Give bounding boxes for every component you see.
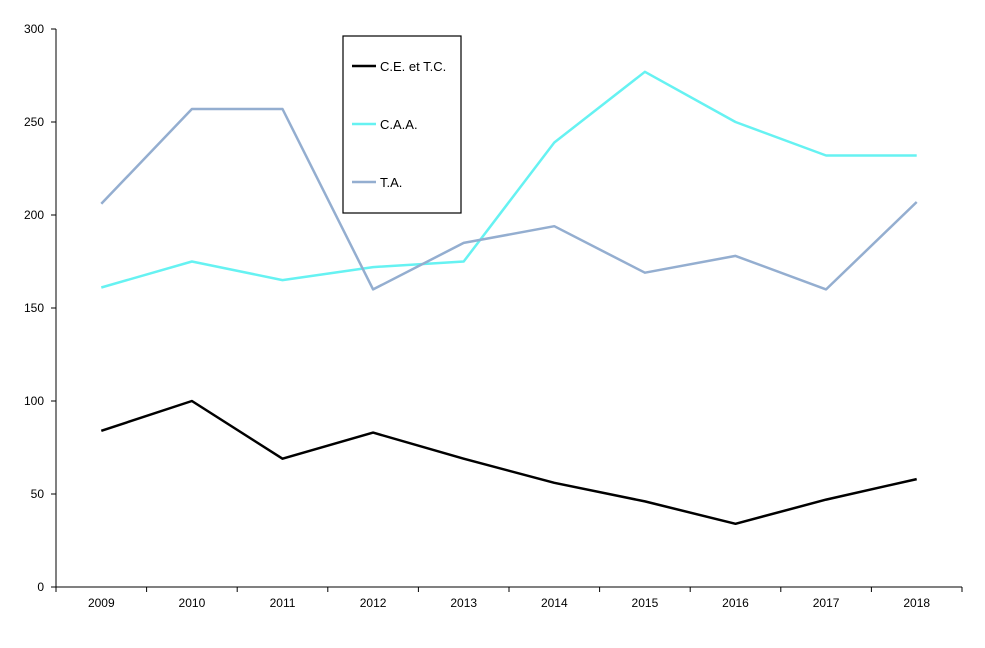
series-line-3 <box>100 107 918 291</box>
x-tick-label: 2015 <box>632 596 659 610</box>
series-lines <box>100 70 918 526</box>
legend-label: C.A.A. <box>380 117 418 132</box>
y-tick-label: 150 <box>24 301 44 315</box>
x-tick-label: 2014 <box>541 596 568 610</box>
y-tick-label: 50 <box>31 487 45 501</box>
x-tick-label: 2012 <box>360 596 387 610</box>
y-tick-label: 200 <box>24 208 44 222</box>
legend-label: T.A. <box>380 175 402 190</box>
series-line-2 <box>100 70 917 289</box>
x-tick-label: 2018 <box>903 596 930 610</box>
x-tick-label: 2009 <box>88 596 115 610</box>
y-tick-label: 300 <box>24 22 44 36</box>
axes <box>55 29 962 588</box>
legend-label: C.E. et T.C. <box>380 59 446 74</box>
y-tick-label: 0 <box>37 580 44 594</box>
x-tick-label: 2017 <box>813 596 840 610</box>
x-tick-label: 2010 <box>179 596 206 610</box>
x-axis-ticks: 2009 2010 2011 2012 2013 2014 2015 2016 2017 2018 <box>55 587 963 610</box>
x-tick-label: 2016 <box>722 596 749 610</box>
legend: C.E. et T.C. C.A.A. T.A. <box>342 35 462 214</box>
y-tick-label: 100 <box>24 394 44 408</box>
y-axis-ticks: 0 50 100 150 200 250 300 <box>24 22 56 594</box>
x-tick-label: 2013 <box>450 596 477 610</box>
series-line-1 <box>100 399 917 526</box>
x-tick-label: 2011 <box>270 596 296 610</box>
y-tick-label: 250 <box>24 115 44 129</box>
